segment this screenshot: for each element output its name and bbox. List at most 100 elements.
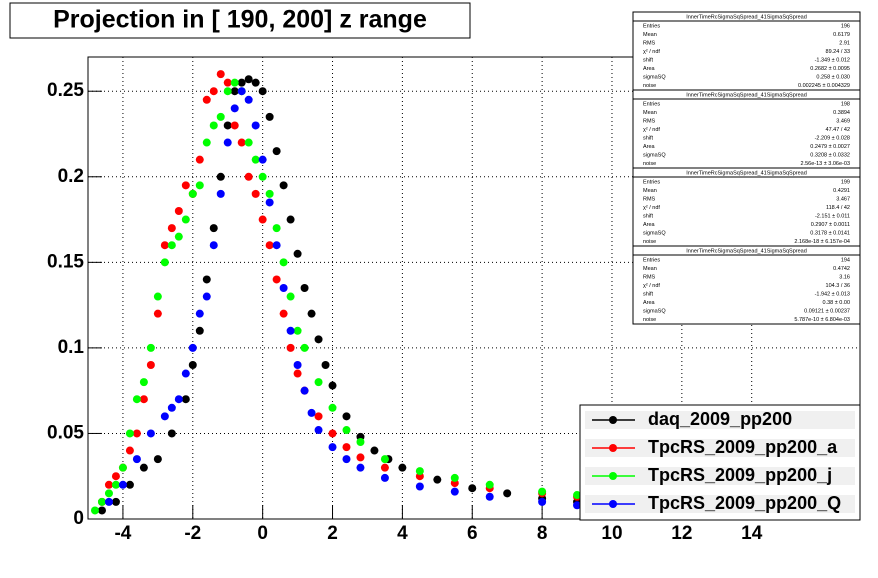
data-point <box>279 284 288 292</box>
x-tick-label: 8 <box>537 523 548 544</box>
data-point <box>104 489 113 498</box>
data-point <box>356 463 365 472</box>
stats-label: RMS <box>643 274 656 280</box>
data-point <box>97 506 106 515</box>
data-point <box>300 343 309 352</box>
stats-value: -1.942 ± 0.013 <box>815 291 850 297</box>
data-point <box>244 95 253 104</box>
data-point <box>167 224 176 233</box>
legend-band <box>585 439 855 457</box>
data-point <box>195 181 204 190</box>
data-point <box>160 258 169 267</box>
data-point <box>90 506 99 515</box>
data-point <box>251 155 260 164</box>
data-point <box>293 326 302 335</box>
data-point <box>237 138 246 147</box>
data-point <box>181 215 190 224</box>
stats-label: shift <box>643 291 654 297</box>
stats-value: -2.209 ± 0.028 <box>815 135 850 141</box>
legend-marker <box>609 500 617 508</box>
data-point <box>223 121 232 130</box>
data-point <box>209 224 218 233</box>
stats-value: 2.91 <box>839 40 850 46</box>
data-point <box>216 189 225 198</box>
data-point <box>450 473 459 482</box>
data-point <box>202 138 211 147</box>
stats-label: χ² / ndf <box>643 205 660 211</box>
data-point <box>286 326 295 335</box>
data-point <box>251 121 260 130</box>
stats-label: χ² / ndf <box>643 49 660 55</box>
x-tick-label: 10 <box>601 523 622 544</box>
stats-label: RMS <box>643 118 656 124</box>
data-point <box>139 378 148 387</box>
data-point <box>153 309 162 318</box>
legend-label: TpcRS_2009_pp200_a <box>648 437 838 457</box>
data-point <box>237 87 246 96</box>
stats-title: InnerTimeRcSigmaSqSpread_41SigmaSqSpread <box>686 248 807 254</box>
stats-value: 0.2479 ± 0.0027 <box>810 144 850 150</box>
data-point <box>188 343 197 352</box>
stats-label: Entries <box>643 257 660 263</box>
data-point <box>188 361 197 369</box>
stats-box <box>632 245 861 325</box>
data-point <box>181 369 190 378</box>
data-point <box>398 463 407 472</box>
data-point <box>111 497 120 506</box>
stats-value: 0.258 ± 0.030 <box>816 74 850 80</box>
stats-box <box>632 11 861 91</box>
data-point <box>195 326 204 335</box>
y-tick-label: 0.1 <box>58 337 85 358</box>
stats-value: 196 <box>841 23 850 29</box>
data-point <box>139 395 148 404</box>
data-point <box>328 381 337 390</box>
data-point <box>230 121 239 130</box>
data-point <box>265 241 274 250</box>
stats-value: 199 <box>841 179 850 185</box>
legend-marker <box>609 444 617 452</box>
stats-value: 0.3894 <box>833 110 850 116</box>
y-tick-label: 0 <box>73 508 84 529</box>
data-point <box>258 215 267 224</box>
data-point <box>244 172 253 181</box>
data-point <box>307 408 316 417</box>
data-point <box>195 155 204 164</box>
title-box <box>9 2 471 39</box>
data-point <box>293 369 302 378</box>
stats-label: RMS <box>643 196 656 202</box>
x-tick-label: 14 <box>741 523 763 544</box>
legend-marker <box>609 472 617 480</box>
data-point <box>146 429 155 438</box>
data-point <box>230 78 239 87</box>
data-point <box>160 241 169 250</box>
data-point <box>216 112 225 121</box>
stats-title: InnerTimeRcSigmaSqSpread_41SigmaSqSpread <box>686 92 807 98</box>
data-point <box>209 87 218 96</box>
data-point <box>314 412 323 421</box>
data-point <box>223 87 232 96</box>
data-point <box>118 463 127 472</box>
data-point <box>272 241 281 250</box>
stats-label: Entries <box>643 101 660 107</box>
data-point <box>356 438 365 446</box>
data-point <box>223 138 232 147</box>
data-point <box>132 455 141 464</box>
data-point <box>202 95 211 104</box>
data-point <box>160 412 169 421</box>
data-point <box>573 491 582 500</box>
data-point <box>286 215 295 224</box>
data-point <box>300 386 309 395</box>
data-point <box>97 497 106 506</box>
data-point <box>139 463 148 472</box>
x-tick-label: 6 <box>467 523 478 544</box>
x-tick-label: -2 <box>184 523 201 544</box>
data-point <box>209 241 218 250</box>
stats-value: 3.16 <box>839 274 850 280</box>
stats-label: noise <box>643 83 656 89</box>
stats-value: 194 <box>841 257 850 263</box>
x-tick-label: 0 <box>257 523 268 544</box>
stats-value: 3.469 <box>836 118 850 124</box>
legend-band <box>585 411 855 429</box>
data-point <box>380 455 389 464</box>
